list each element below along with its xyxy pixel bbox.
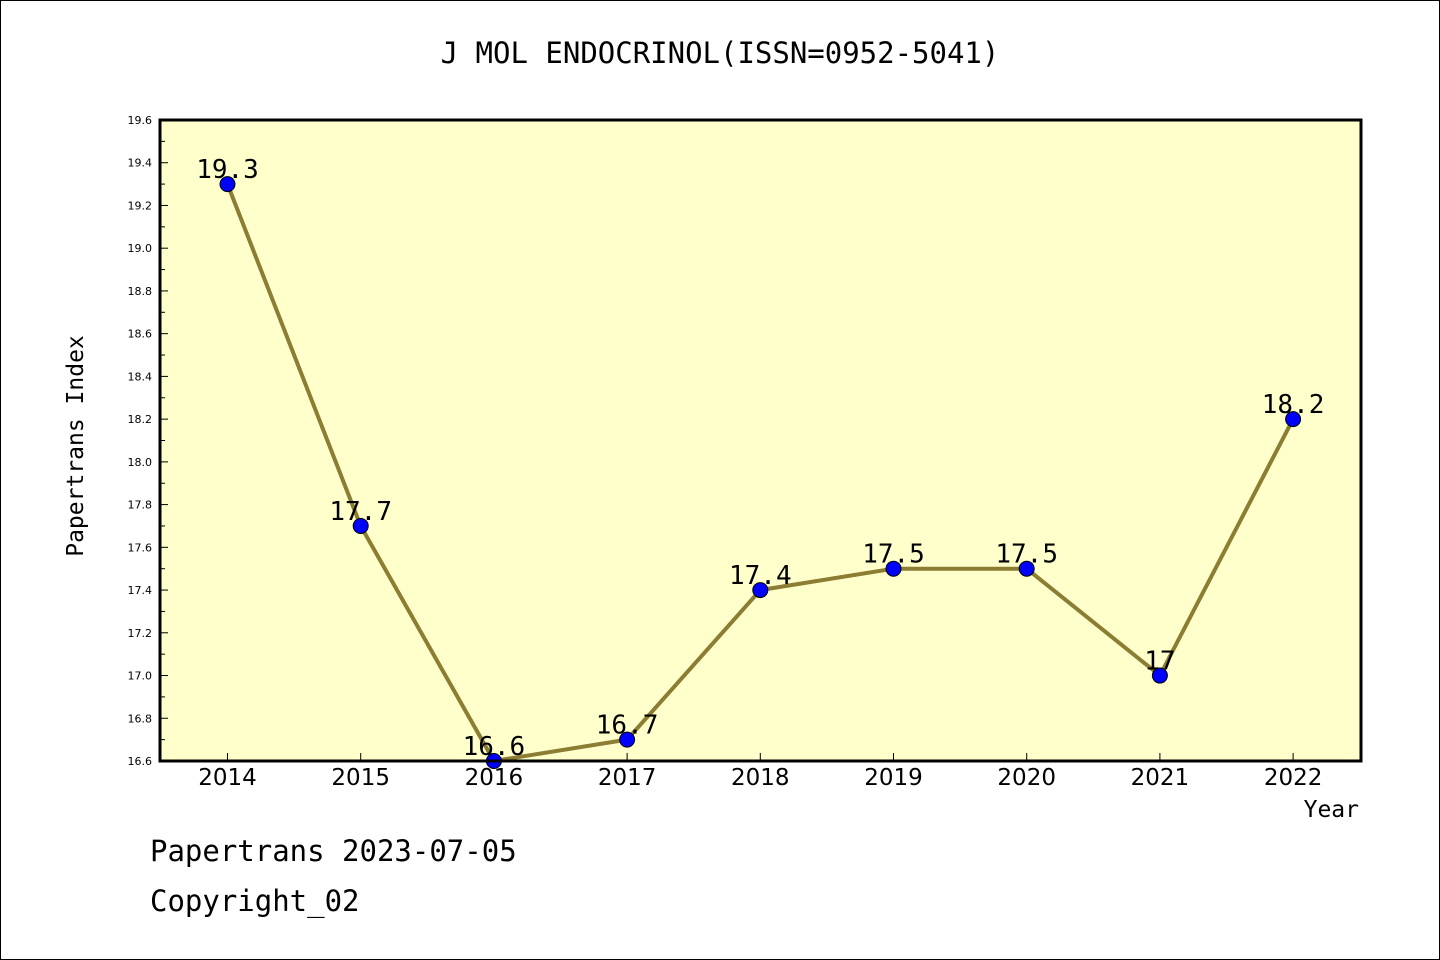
data-point [352, 517, 369, 534]
y-tick-label: 18.6 [128, 328, 153, 341]
y-tick-label: 18.8 [128, 285, 153, 298]
data-label: 17.5 [862, 540, 925, 570]
data-label: 18.2 [1262, 390, 1325, 420]
x-tick-label: 2019 [864, 765, 923, 791]
x-tick-label: 2014 [198, 765, 257, 791]
y-tick-label: 17.6 [128, 541, 153, 554]
data-point [619, 731, 636, 748]
x-tick-label: 2022 [1264, 765, 1323, 791]
y-tick-label: 17.2 [128, 627, 153, 640]
y-tick-label: 16.6 [128, 755, 153, 768]
y-tick-label: 19.2 [128, 199, 153, 212]
data-label: 19.3 [196, 155, 259, 185]
y-tick-label: 16.8 [128, 712, 153, 725]
y-tick-label: 17.0 [128, 670, 153, 683]
data-label: 16.6 [463, 732, 526, 762]
x-tick-label: 2015 [331, 765, 390, 791]
plot-area [160, 120, 1361, 761]
data-point [1151, 667, 1168, 684]
y-tick-label: 19.0 [128, 242, 153, 255]
y-tick-label: 19.4 [128, 157, 153, 170]
x-axis-label: Year [1303, 797, 1359, 823]
chart-title: J MOL ENDOCRINOL(ISSN=0952-5041) [440, 36, 1000, 70]
x-tick-label: 2016 [465, 765, 524, 791]
y-tick-label: 17.4 [128, 584, 153, 597]
x-tick-label: 2017 [598, 765, 657, 791]
data-label: 17 [1144, 647, 1175, 677]
data-label: 17.4 [729, 561, 792, 591]
x-tick-label: 2020 [997, 765, 1056, 791]
footer-copyright: Copyright_02 [150, 884, 360, 918]
y-tick-label: 17.8 [128, 499, 153, 512]
plot-border [158, 118, 1363, 763]
data-point [752, 582, 769, 599]
data-point [1285, 411, 1302, 428]
data-label: 17.5 [995, 540, 1058, 570]
data-point [219, 176, 236, 193]
data-label: 17.7 [329, 497, 392, 527]
y-tick-label: 18.0 [128, 456, 153, 469]
x-tick-label: 2018 [731, 765, 790, 791]
y-tick-label: 18.4 [128, 370, 153, 383]
y-tick-label: 19.6 [128, 114, 153, 127]
y-tick-label: 18.2 [128, 413, 153, 426]
footer-date: Papertrans 2023-07-05 [150, 834, 517, 868]
data-point [885, 560, 902, 577]
x-tick-label: 2021 [1131, 765, 1190, 791]
data-label: 16.7 [596, 711, 659, 741]
data-point [1018, 560, 1035, 577]
